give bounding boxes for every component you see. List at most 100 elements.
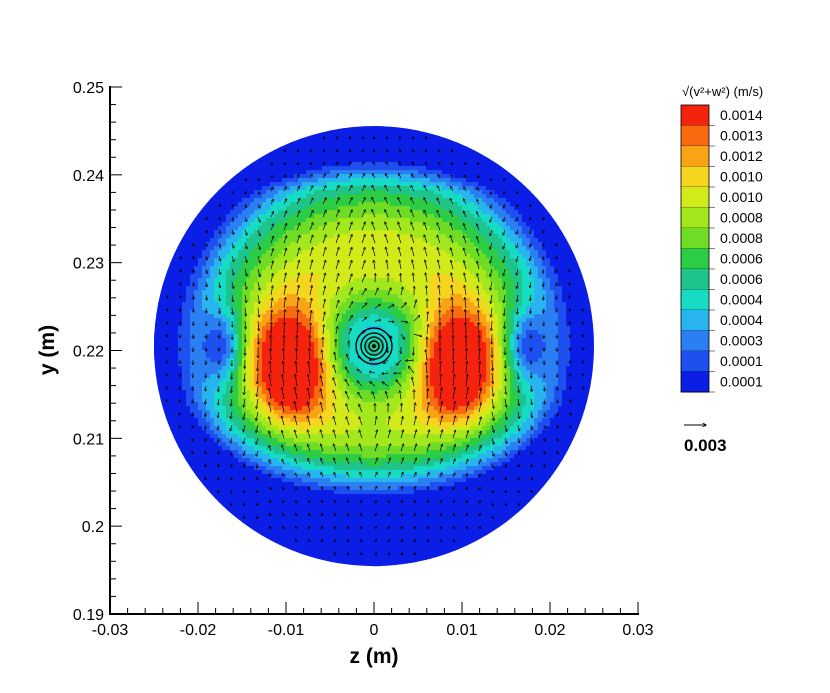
field-cell <box>246 282 251 287</box>
field-cell <box>454 314 459 319</box>
field-cell <box>258 326 263 331</box>
field-cell <box>226 250 231 255</box>
field-cell <box>406 138 411 143</box>
field-cell <box>402 166 407 171</box>
field-cell <box>214 314 219 319</box>
field-cell <box>330 318 335 323</box>
field-cell <box>574 266 579 271</box>
field-cell <box>238 342 243 347</box>
field-cell <box>158 322 163 327</box>
field-cell <box>506 326 511 331</box>
field-cell <box>322 142 327 147</box>
field-cell <box>270 302 275 307</box>
field-cell <box>566 258 571 263</box>
field-cell <box>202 266 207 271</box>
field-cell <box>442 262 447 267</box>
field-cell <box>274 154 279 159</box>
field-cell <box>322 314 327 319</box>
field-cell <box>446 318 451 323</box>
field-cell <box>334 138 339 143</box>
field-cell <box>418 258 423 263</box>
field-cell <box>242 166 247 171</box>
field-cell <box>258 298 263 303</box>
field-cell <box>530 238 535 243</box>
field-cell <box>398 170 403 175</box>
field-cell <box>426 190 431 195</box>
field-cell <box>490 302 495 307</box>
field-cell <box>266 282 271 287</box>
field-cell <box>374 174 379 179</box>
field-cell <box>474 318 479 323</box>
field-cell <box>330 178 335 183</box>
field-cell <box>226 218 231 223</box>
field-cell <box>462 154 467 159</box>
field-cell <box>586 326 591 331</box>
field-cell <box>402 146 407 151</box>
field-cell <box>190 218 195 223</box>
field-cell <box>518 242 523 247</box>
field-cell <box>310 170 315 175</box>
field-cell <box>294 214 299 219</box>
field-cell <box>326 126 331 131</box>
field-cell <box>478 166 483 171</box>
field-cell <box>190 226 195 231</box>
field-cell <box>194 290 199 295</box>
field-cell <box>394 238 399 243</box>
field-cell <box>498 218 503 223</box>
field-cell <box>258 214 263 219</box>
field-cell <box>266 214 271 219</box>
field-cell <box>430 142 435 147</box>
field-cell <box>358 150 363 155</box>
field-cell <box>370 146 375 151</box>
field-cell <box>506 258 511 263</box>
field-cell <box>422 330 427 335</box>
field-cell <box>502 214 507 219</box>
field-cell <box>482 210 487 215</box>
field-cell <box>478 282 483 287</box>
field-cell <box>182 238 187 243</box>
field-cell <box>386 226 391 231</box>
field-cell <box>530 258 535 263</box>
field-cell <box>242 310 247 315</box>
field-cell <box>190 334 195 339</box>
field-cell <box>378 194 383 199</box>
field-cell <box>294 338 299 343</box>
field-cell <box>186 302 191 307</box>
field-cell <box>334 294 339 299</box>
field-cell <box>430 342 435 347</box>
field-cell <box>286 250 291 255</box>
field-cell <box>574 250 579 255</box>
field-cell <box>546 270 551 275</box>
field-cell <box>514 334 519 339</box>
field-cell <box>354 226 359 231</box>
field-cell <box>354 262 359 267</box>
field-cell <box>486 326 491 331</box>
field-cell <box>530 266 535 271</box>
field-cell <box>510 234 515 239</box>
field-cell <box>346 326 351 331</box>
field-cell <box>274 206 279 211</box>
field-cell <box>314 302 319 307</box>
field-cell <box>410 302 415 307</box>
field-cell <box>386 346 391 351</box>
field-cell <box>338 230 343 235</box>
field-cell <box>338 194 343 199</box>
field-cell <box>318 282 323 287</box>
field-cell <box>410 154 415 159</box>
field-cell <box>370 302 375 307</box>
field-cell <box>518 182 523 187</box>
field-cell <box>374 202 379 207</box>
field-cell <box>534 294 539 299</box>
field-cell <box>234 242 239 247</box>
field-cell <box>398 210 403 215</box>
field-cell <box>454 174 459 179</box>
field-cell <box>394 342 399 347</box>
field-cell <box>258 274 263 279</box>
field-cell <box>246 194 251 199</box>
field-cell <box>490 202 495 207</box>
field-cell <box>334 158 339 163</box>
field-cell <box>542 310 547 315</box>
field-cell <box>338 290 343 295</box>
field-cell <box>482 234 487 239</box>
field-cell <box>370 294 375 299</box>
